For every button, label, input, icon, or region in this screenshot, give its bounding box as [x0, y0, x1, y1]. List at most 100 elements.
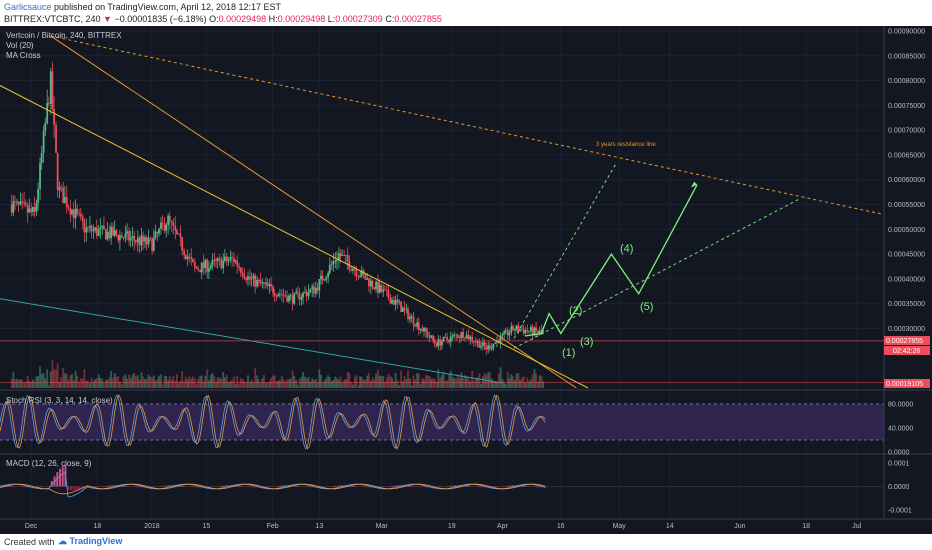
- candle-body: [129, 237, 132, 241]
- candle-body: [417, 322, 420, 331]
- macd-histogram-bar: [222, 485, 225, 487]
- volume-bar: [81, 378, 84, 388]
- price-tick-label: 0.00090000: [888, 28, 925, 35]
- candle-body: [249, 276, 251, 280]
- volume-bar: [506, 371, 509, 388]
- author-link[interactable]: Garlicsauce: [4, 2, 52, 12]
- macd-histogram-bar: [0, 485, 1, 487]
- volume-bar: [170, 379, 173, 388]
- candle-body: [286, 296, 289, 302]
- volume-bar: [168, 376, 171, 388]
- tradingview-logo[interactable]: ☁ TradingView: [58, 536, 122, 547]
- macd-histogram-bar: [97, 486, 100, 488]
- volume-bar: [362, 379, 365, 388]
- candle-body: [266, 282, 269, 287]
- volume-bar: [261, 378, 264, 388]
- candle-body: [316, 287, 319, 291]
- macd-histogram-bar: [113, 485, 116, 487]
- volume-bar: [103, 382, 105, 388]
- volume-bar: [58, 382, 61, 388]
- macd-histogram-bar: [88, 486, 91, 488]
- orange-downtrend-line: [50, 35, 577, 389]
- volume-bar: [458, 378, 461, 388]
- candle-body: [211, 259, 214, 266]
- wave-3-label: (3): [580, 336, 593, 348]
- macd-histogram-bar: [192, 486, 195, 488]
- time-tick-label: Jun: [734, 523, 745, 530]
- price-tick-label: 0.00080000: [888, 78, 925, 85]
- macd-histogram-bar: [72, 486, 75, 491]
- volume-bar: [65, 373, 68, 388]
- volume-bar: [336, 378, 338, 388]
- macd-histogram-bar: [536, 486, 539, 488]
- volume-bar: [432, 378, 434, 388]
- stoch-tick-label: 0.0000: [888, 450, 910, 457]
- volume-bar: [295, 379, 298, 388]
- wave-1-label: (1): [562, 347, 575, 359]
- volume-bar: [398, 385, 401, 388]
- candle-body: [321, 275, 324, 281]
- countdown-badge: 02:42:26: [884, 346, 930, 355]
- volume-bar: [152, 375, 155, 388]
- volume-bar: [44, 378, 47, 388]
- volume-bar: [129, 377, 132, 388]
- volume-bar: [277, 380, 280, 388]
- candle-body: [81, 216, 84, 222]
- volume-bar: [99, 377, 102, 388]
- candle-body: [476, 341, 479, 343]
- volume-bar: [207, 380, 210, 388]
- macd-histogram-bar: [238, 485, 241, 487]
- macd-histogram-bar: [317, 486, 320, 488]
- time-tick-label: Dec: [25, 523, 38, 530]
- volume-bar: [95, 378, 98, 388]
- candle-body: [247, 276, 249, 280]
- volume-bar: [344, 378, 347, 388]
- macd-histogram-bar: [282, 485, 285, 487]
- candle-body: [401, 307, 404, 312]
- volume-bar: [136, 375, 139, 388]
- candle-body: [83, 221, 86, 233]
- candle-body: [174, 225, 177, 231]
- macd-histogram-bar: [168, 485, 171, 487]
- volume-bar: [352, 384, 354, 388]
- candle-body: [410, 316, 413, 318]
- candle-body: [122, 237, 125, 239]
- volume-bar: [241, 379, 244, 388]
- macd-histogram-bar: [208, 486, 211, 488]
- macd-histogram-bar: [170, 485, 173, 487]
- time-tick-label: 18: [802, 523, 810, 530]
- macd-histogram-bar: [58, 468, 61, 487]
- stoch-panel-background: [0, 403, 884, 441]
- macd-histogram-bar: [56, 472, 59, 487]
- candle-body: [328, 264, 331, 273]
- volume-bar: [478, 373, 481, 388]
- macd-histogram-bar: [492, 486, 495, 488]
- chart-area[interactable]: 0.00090000 0.00085000 0.00080000 0.00075000…: [0, 26, 932, 534]
- candle-body: [469, 336, 472, 340]
- volume-bar: [69, 375, 72, 388]
- volume-bar: [393, 381, 395, 388]
- volume-bar: [460, 372, 463, 388]
- macd-histogram-bar: [394, 485, 397, 487]
- candle-body: [152, 238, 155, 251]
- volume-bar: [346, 371, 349, 388]
- volume-bar: [154, 380, 157, 388]
- tradingview-brand: TradingView: [69, 536, 123, 546]
- candle-body: [209, 265, 212, 269]
- macd-histogram-bar: [121, 485, 124, 487]
- price-tick-label: 0.00055000: [888, 202, 925, 209]
- candle-body: [134, 240, 137, 243]
- candle-body: [277, 294, 280, 297]
- macd-signal-line: [0, 483, 546, 495]
- candle-body: [35, 202, 38, 212]
- macd-histogram-bar: [516, 485, 519, 487]
- macd-histogram-bar: [407, 485, 410, 487]
- volume-bar: [377, 369, 379, 388]
- volume-bar: [430, 378, 433, 388]
- macd-histogram-bar: [402, 485, 405, 487]
- candle-body: [17, 201, 20, 205]
- volume-bar: [124, 374, 127, 388]
- candle-body: [460, 332, 463, 338]
- candle-body: [236, 260, 239, 267]
- volume-bar: [314, 378, 317, 388]
